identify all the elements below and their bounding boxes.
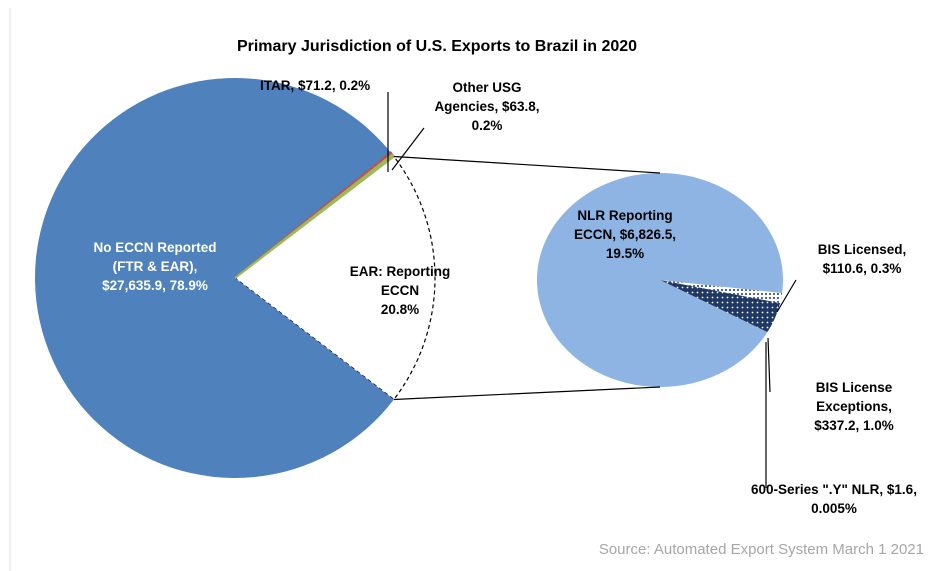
data-label: 600-Series ".Y" NLR, $1.6, 0.005%: [751, 482, 917, 516]
data-label: ITAR, $71.2, 0.2%: [260, 78, 371, 93]
pie-slice: [660, 280, 781, 333]
data-label: NLR Reporting ECCN, $6,826.5, 19.5%: [573, 208, 677, 261]
data-label: BIS License Exceptions, $337.2, 1.0%: [814, 380, 894, 433]
pie-slice: [537, 172, 783, 387]
data-label: Other USG Agencies, $63.8, 0.2%: [434, 80, 540, 133]
pie-slice: [35, 77, 394, 478]
pie-slice: [660, 280, 783, 304]
pie-slice: [660, 280, 768, 333]
connector-line: [393, 386, 661, 401]
data-label: BIS Licensed, $110.6, 0.3%: [817, 242, 907, 276]
data-label: EAR: Reporting ECCN 20.8%: [349, 264, 451, 317]
connector-line: [393, 155, 661, 174]
leader-lines: [387, 92, 797, 488]
chart-title: Primary Jurisdiction of U.S. Exports to …: [236, 38, 638, 55]
data-label: No ECCN Reported (FTR & EAR), $27,635.9,…: [93, 240, 217, 293]
pie-slice: [234, 153, 396, 279]
source-note: Source: Automated Export System March 1 …: [598, 541, 924, 558]
pie-slice: [234, 155, 436, 401]
